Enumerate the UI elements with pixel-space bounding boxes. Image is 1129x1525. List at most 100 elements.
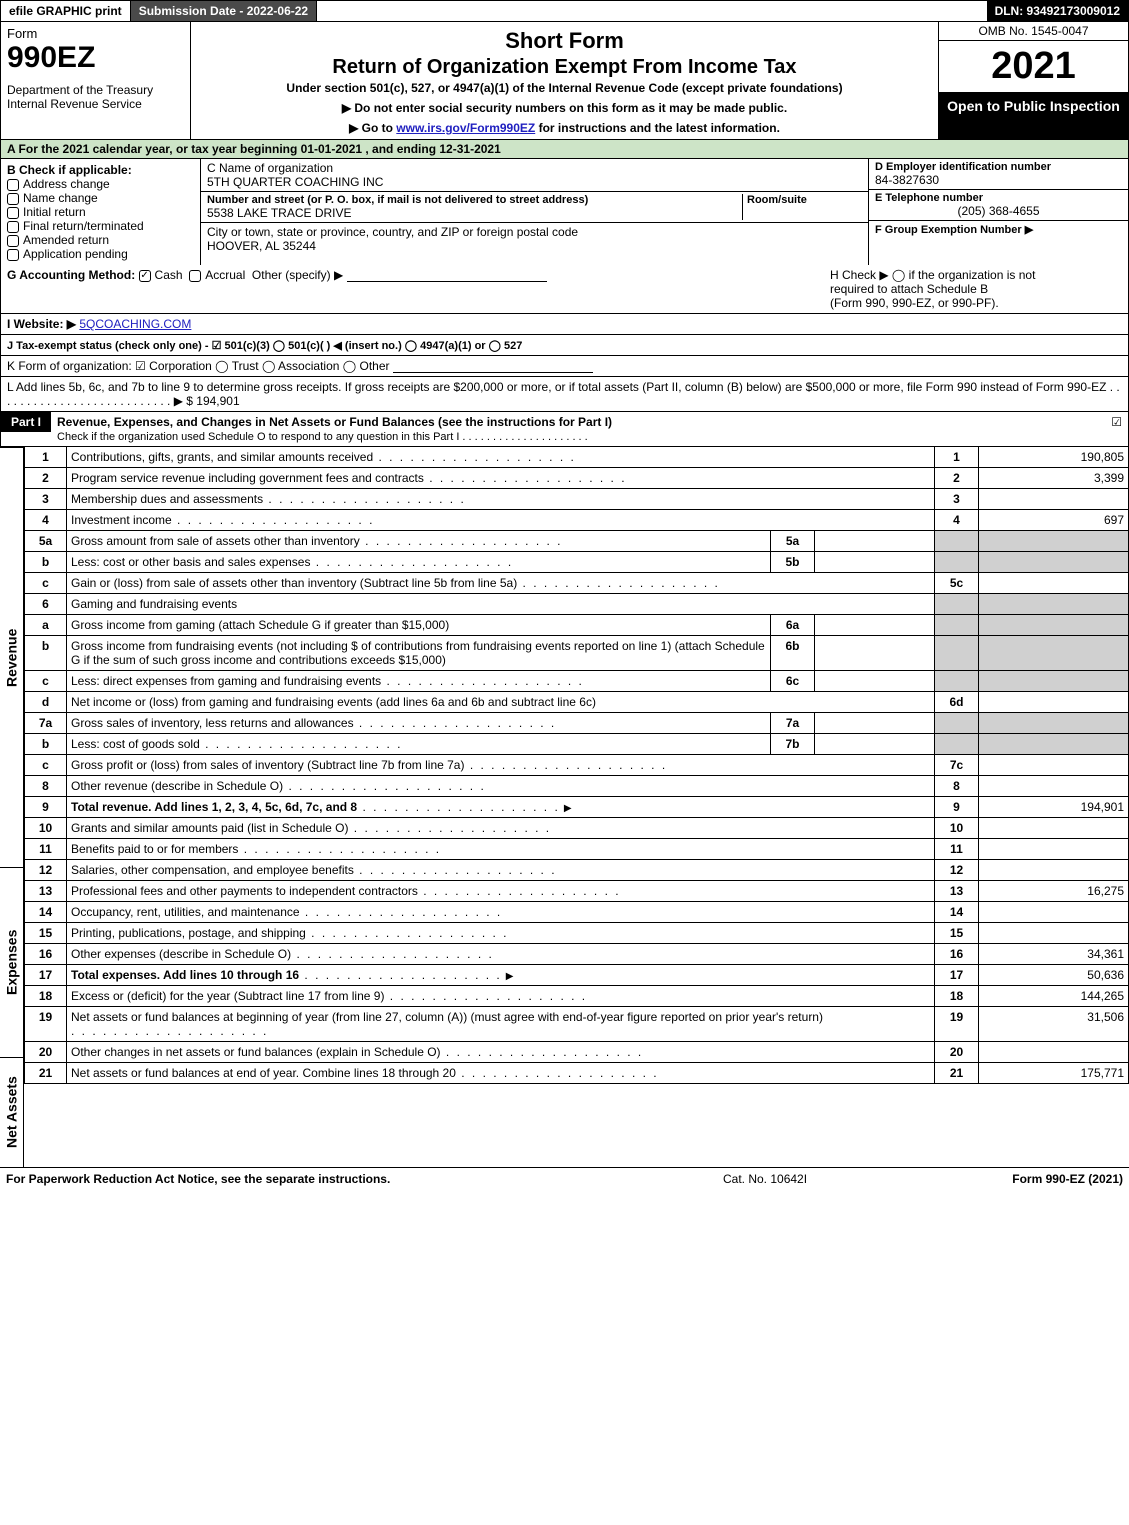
vlabel-expenses: Expenses — [0, 867, 24, 1057]
line-6c: cLess: direct expenses from gaming and f… — [25, 671, 1129, 692]
tax-year: 2021 — [939, 41, 1128, 92]
opt-initial-return: Initial return — [23, 205, 86, 219]
footer-left: For Paperwork Reduction Act Notice, see … — [6, 1172, 723, 1186]
c-street-label: Number and street (or P. O. box, if mail… — [207, 194, 742, 206]
chk-initial-return[interactable] — [7, 207, 19, 219]
lines-table: 1Contributions, gifts, grants, and simil… — [24, 447, 1129, 1084]
h-line1: H Check ▶ ◯ if the organization is not — [830, 268, 1122, 282]
l-val: 194,901 — [196, 394, 239, 408]
chk-cash[interactable] — [139, 270, 151, 282]
line-5b: bLess: cost or other basis and sales exp… — [25, 552, 1129, 573]
line-18: 18Excess or (deficit) for the year (Subt… — [25, 986, 1129, 1007]
opt-cash: Cash — [155, 268, 183, 282]
chk-application-pending[interactable] — [7, 249, 19, 261]
return-title: Return of Organization Exempt From Incom… — [199, 56, 930, 79]
line-6: 6Gaming and fundraising events — [25, 594, 1129, 615]
line-20: 20Other changes in net assets or fund ba… — [25, 1042, 1129, 1063]
opt-final-return: Final return/terminated — [23, 219, 144, 233]
line-14: 14Occupancy, rent, utilities, and mainte… — [25, 902, 1129, 923]
line-17: 17Total expenses. Add lines 10 through 1… — [25, 965, 1129, 986]
row-j-tax-status: J Tax-exempt status (check only one) - ☑… — [0, 335, 1129, 356]
line-4: 4Investment income4697 — [25, 510, 1129, 531]
line-2: 2Program service revenue including gover… — [25, 468, 1129, 489]
vlabel-netassets: Net Assets — [0, 1057, 24, 1167]
opt-name-change: Name change — [23, 191, 98, 205]
j-text: J Tax-exempt status (check only one) - ☑… — [7, 340, 522, 352]
line-6d: dNet income or (loss) from gaming and fu… — [25, 692, 1129, 713]
opt-amended-return: Amended return — [23, 233, 109, 247]
h-line2: required to attach Schedule B — [830, 282, 1122, 296]
row-a-period: A For the 2021 calendar year, or tax yea… — [0, 140, 1129, 159]
subhead: Under section 501(c), 527, or 4947(a)(1)… — [199, 81, 930, 95]
irs-link[interactable]: www.irs.gov/Form990EZ — [396, 121, 535, 135]
website-link[interactable]: 5QCOACHING.COM — [79, 317, 191, 331]
f-group-label: F Group Exemption Number ▶ — [875, 223, 1122, 236]
short-form-title: Short Form — [199, 28, 930, 54]
chk-accrual[interactable] — [189, 270, 201, 282]
org-street: 5538 LAKE TRACE DRIVE — [207, 206, 742, 220]
line-10: 10Grants and similar amounts paid (list … — [25, 818, 1129, 839]
row-g-h: G Accounting Method: Cash Accrual Other … — [0, 265, 1129, 314]
line-7c: cGross profit or (loss) from sales of in… — [25, 755, 1129, 776]
g-label: G Accounting Method: — [7, 268, 135, 282]
c-city-label: City or town, state or province, country… — [207, 225, 862, 239]
form-header: Form 990EZ Department of the Treasury In… — [0, 22, 1129, 140]
line-15: 15Printing, publications, postage, and s… — [25, 923, 1129, 944]
top-bar: efile GRAPHIC print Submission Date - 20… — [0, 0, 1129, 22]
chk-address-change[interactable] — [7, 179, 19, 191]
line-7a: 7aGross sales of inventory, less returns… — [25, 713, 1129, 734]
org-city: HOOVER, AL 35244 — [207, 239, 862, 253]
line-5c: cGain or (loss) from sale of assets othe… — [25, 573, 1129, 594]
footer-right: Form 990-EZ (2021) — [923, 1172, 1123, 1186]
line-19: 19Net assets or fund balances at beginni… — [25, 1007, 1129, 1042]
footer-cat-no: Cat. No. 10642I — [723, 1172, 923, 1186]
submission-date: Submission Date - 2022-06-22 — [131, 1, 317, 21]
line-21: 21Net assets or fund balances at end of … — [25, 1063, 1129, 1084]
k-text: K Form of organization: ☑ Corporation ◯ … — [7, 359, 390, 373]
l-text: L Add lines 5b, 6c, and 7b to line 9 to … — [7, 380, 1120, 408]
col-b-checkboxes: B Check if applicable: Address change Na… — [1, 159, 201, 265]
line-13: 13Professional fees and other payments t… — [25, 881, 1129, 902]
org-name: 5TH QUARTER COACHING INC — [207, 175, 862, 189]
col-d-e-f: D Employer identification number 84-3827… — [868, 159, 1128, 265]
line-6a: aGross income from gaming (attach Schedu… — [25, 615, 1129, 636]
col-c-org-info: C Name of organization 5TH QUARTER COACH… — [201, 159, 868, 265]
vlabel-revenue: Revenue — [0, 447, 24, 867]
line-5a: 5aGross amount from sale of assets other… — [25, 531, 1129, 552]
part1-label: Part I — [1, 412, 51, 432]
instr-goto: ▶ Go to www.irs.gov/Form990EZ for instru… — [199, 121, 930, 135]
opt-application-pending: Application pending — [23, 247, 128, 261]
d-ein-label: D Employer identification number — [875, 161, 1122, 173]
chk-final-return[interactable] — [7, 221, 19, 233]
department-label: Department of the Treasury Internal Reve… — [7, 83, 184, 111]
chk-name-change[interactable] — [7, 193, 19, 205]
section-b-to-f: B Check if applicable: Address change Na… — [0, 159, 1129, 265]
line-11: 11Benefits paid to or for members11 — [25, 839, 1129, 860]
line-8: 8Other revenue (describe in Schedule O)8 — [25, 776, 1129, 797]
row-l-gross-receipts: L Add lines 5b, 6c, and 7b to line 9 to … — [0, 377, 1129, 412]
other-specify-line[interactable] — [347, 268, 547, 282]
chk-amended-return[interactable] — [7, 235, 19, 247]
omb-number: OMB No. 1545-0047 — [939, 22, 1128, 41]
b-label: B Check if applicable: — [7, 163, 194, 177]
opt-other: Other (specify) ▶ — [252, 268, 343, 282]
c-room-label: Room/suite — [747, 194, 862, 206]
h-line3: (Form 990, 990-EZ, or 990-PF). — [830, 296, 1122, 310]
e-tel-label: E Telephone number — [875, 192, 1122, 204]
c-name-label: C Name of organization — [207, 161, 862, 175]
line-16: 16Other expenses (describe in Schedule O… — [25, 944, 1129, 965]
opt-address-change: Address change — [23, 177, 110, 191]
open-to-public: Open to Public Inspection — [939, 92, 1128, 139]
page-footer: For Paperwork Reduction Act Notice, see … — [0, 1167, 1129, 1190]
instr-goto-pre: ▶ Go to — [349, 121, 396, 135]
line-3: 3Membership dues and assessments3 — [25, 489, 1129, 510]
efile-print-label[interactable]: efile GRAPHIC print — [1, 1, 131, 21]
part1-header-row: Part I Revenue, Expenses, and Changes in… — [0, 412, 1129, 447]
row-k-form-org: K Form of organization: ☑ Corporation ◯ … — [0, 356, 1129, 377]
part1-check[interactable]: ☑ — [1105, 412, 1128, 432]
line-6b: bGross income from fundraising events (n… — [25, 636, 1129, 671]
line-1: 1Contributions, gifts, grants, and simil… — [25, 447, 1129, 468]
ein-value: 84-3827630 — [875, 173, 1122, 187]
instr-goto-post: for instructions and the latest informat… — [535, 121, 780, 135]
k-other-line[interactable] — [393, 359, 593, 373]
